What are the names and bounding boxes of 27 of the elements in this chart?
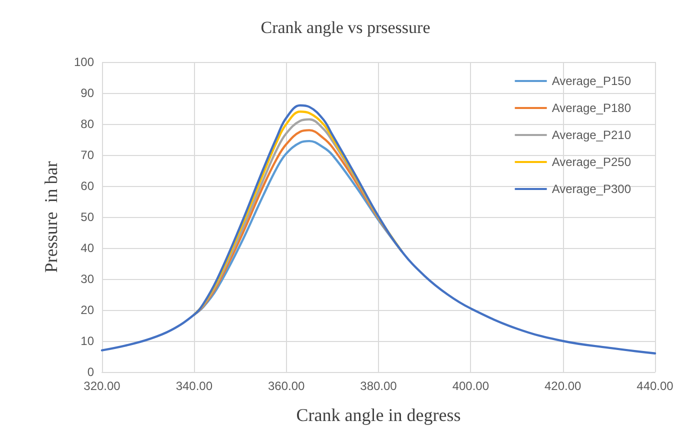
y-tick-label: 0 [87,365,94,379]
x-tick-label: 440.00 [636,379,674,393]
y-tick-label: 60 [80,179,94,193]
y-tick-label: 70 [80,148,94,162]
y-tick-label: 40 [80,241,94,255]
legend-label: Average_P210 [552,128,632,142]
legend-label: Average_P180 [552,101,632,115]
y-tick-label: 80 [80,117,94,131]
x-tick-label: 420.00 [544,379,582,393]
legend-label: Average_P150 [552,74,632,88]
legend-label: Average_P250 [552,155,632,169]
x-axis-title: Crank angle in degress [296,405,461,425]
y-tick-label: 30 [80,272,94,286]
x-tick-label: 340.00 [176,379,213,393]
y-tick-label: 10 [80,334,94,348]
y-tick-label: 90 [80,86,94,100]
legend-label: Average_P300 [552,182,632,196]
y-axis-title: Pressure in bar [41,161,61,273]
y-tick-label: 50 [80,210,94,224]
y-tick-label: 20 [80,303,94,317]
y-tick-label: 100 [74,55,94,69]
chart-title: Crank angle vs prsessure [260,18,430,37]
x-tick-label: 380.00 [360,379,398,393]
x-tick-label: 400.00 [452,379,490,393]
line-series [100,104,656,354]
x-tick-label: 360.00 [268,379,306,393]
x-tick-label: 320.00 [84,379,121,393]
